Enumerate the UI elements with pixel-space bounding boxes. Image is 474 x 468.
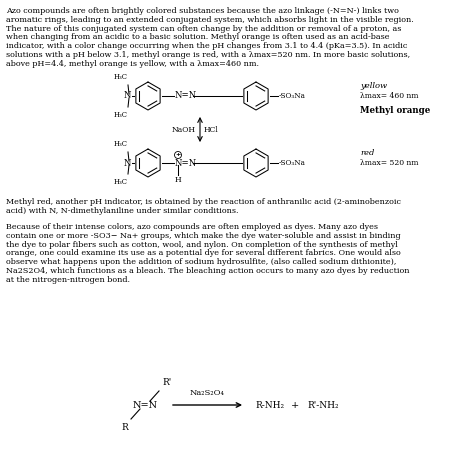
Text: solutions with a pH below 3.1, methyl orange is red, with a λmax=520 nm. In more: solutions with a pH below 3.1, methyl or… xyxy=(6,51,410,59)
Text: Azo compounds are often brightly colored substances because the azo linkage (-N=: Azo compounds are often brightly colored… xyxy=(6,7,399,15)
Text: observe what happens upon the addition of sodium hydrosulfite, (also called sodi: observe what happens upon the addition o… xyxy=(6,258,396,266)
Text: contain one or more -SO3− Na+ groups, which make the dye water-soluble and assis: contain one or more -SO3− Na+ groups, wh… xyxy=(6,232,401,240)
Text: Methyl red, another pH indicator, is obtained by the reaction of anthranilic aci: Methyl red, another pH indicator, is obt… xyxy=(6,198,401,206)
Text: N=N: N=N xyxy=(132,401,157,410)
Text: Methyl orange: Methyl orange xyxy=(360,106,430,115)
Text: H₃C: H₃C xyxy=(114,73,128,81)
Text: when changing from an acidic to a basic solution. Methyl orange is often used as: when changing from an acidic to a basic … xyxy=(6,33,390,41)
Text: above pH=4.4, methyl orange is yellow, with a λmax=460 nm.: above pH=4.4, methyl orange is yellow, w… xyxy=(6,60,259,68)
Text: N=N: N=N xyxy=(175,92,197,101)
Text: H₃C: H₃C xyxy=(114,140,128,148)
Text: acid) with N, N-dimethylaniline under similar conditions.: acid) with N, N-dimethylaniline under si… xyxy=(6,207,238,215)
Text: The nature of this conjugated system can often change by the addition or removal: The nature of this conjugated system can… xyxy=(6,25,401,33)
Text: -SO₃Na: -SO₃Na xyxy=(279,92,306,100)
Text: R': R' xyxy=(162,378,171,387)
Text: Na2S2O4, which functions as a bleach. The bleaching action occurs to many azo dy: Na2S2O4, which functions as a bleach. Th… xyxy=(6,267,410,275)
Text: N: N xyxy=(124,92,131,101)
Text: aromatic rings, leading to an extended conjugated system, which absorbs light in: aromatic rings, leading to an extended c… xyxy=(6,16,414,24)
Text: R'-NH₂: R'-NH₂ xyxy=(307,401,338,410)
Text: Na₂S₂O₄: Na₂S₂O₄ xyxy=(190,389,225,397)
Text: H: H xyxy=(175,176,182,184)
Text: +: + xyxy=(175,153,181,158)
Text: Because of their intense colors, azo compounds are often employed as dyes. Many : Because of their intense colors, azo com… xyxy=(6,223,378,231)
Text: N: N xyxy=(124,159,131,168)
Text: R: R xyxy=(121,423,128,432)
Text: -SO₃Na: -SO₃Na xyxy=(279,159,306,167)
Text: λmax= 520 nm: λmax= 520 nm xyxy=(360,159,419,167)
Text: R-NH₂: R-NH₂ xyxy=(255,401,284,410)
Text: H₃C: H₃C xyxy=(114,111,128,119)
Text: orange, one could examine its use as a potential dye for several different fabri: orange, one could examine its use as a p… xyxy=(6,249,401,257)
Text: red: red xyxy=(360,149,374,157)
Text: yellow: yellow xyxy=(360,82,387,90)
Text: NaOH: NaOH xyxy=(172,125,196,133)
Text: at the nitrogen-nitrogen bond.: at the nitrogen-nitrogen bond. xyxy=(6,276,130,284)
Text: indicator, with a color change occurring when the pH changes from 3.1 to 4.4 (pK: indicator, with a color change occurring… xyxy=(6,42,407,50)
Text: λmax= 460 nm: λmax= 460 nm xyxy=(360,92,419,100)
Text: the dye to polar fibers such as cotton, wool, and nylon. On completion of the sy: the dye to polar fibers such as cotton, … xyxy=(6,241,398,249)
Text: HCl: HCl xyxy=(204,125,219,133)
Text: +: + xyxy=(291,401,299,410)
Text: N=N: N=N xyxy=(175,159,197,168)
Text: H₃C: H₃C xyxy=(114,178,128,186)
